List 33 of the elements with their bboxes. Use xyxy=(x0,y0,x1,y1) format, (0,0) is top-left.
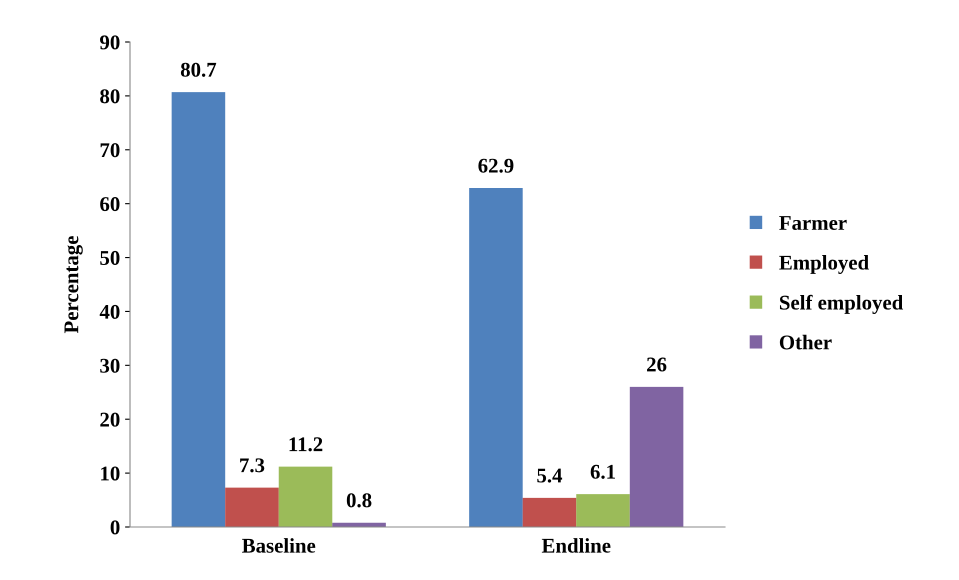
y-tick-label: 40 xyxy=(100,304,120,319)
legend-label: Employed xyxy=(779,255,869,274)
legend-label: Self employed xyxy=(780,294,904,314)
bar xyxy=(172,92,226,527)
bar xyxy=(630,386,684,527)
data-label: 11.2 xyxy=(290,437,322,452)
y-tick-label: 70 xyxy=(100,143,120,158)
y-tick-label: 0 xyxy=(110,520,120,534)
bar xyxy=(278,466,332,527)
y-tick-label: 90 xyxy=(100,35,120,50)
y-tick-label: 50 xyxy=(100,250,120,265)
y-tick-label: 10 xyxy=(101,466,120,481)
data-label: 80.7 xyxy=(180,62,216,77)
y-tick-label: 20 xyxy=(100,412,120,427)
legend-label: Other xyxy=(780,334,832,350)
data-label: 26 xyxy=(647,358,666,372)
y-axis-title: Percentage xyxy=(64,236,83,334)
legend-label: Farmer xyxy=(779,216,847,230)
data-label: 5.4 xyxy=(537,468,562,483)
data-label: 6.1 xyxy=(590,464,615,479)
bar xyxy=(522,498,576,527)
x-tick-label: Baseline xyxy=(242,538,316,553)
data-label: 0.8 xyxy=(346,493,372,508)
x-tick-label: Endline xyxy=(542,538,610,553)
y-tick-label: 30 xyxy=(100,358,120,373)
bar xyxy=(576,494,630,527)
data-label: 62.9 xyxy=(478,158,514,173)
data-label: 7.3 xyxy=(240,458,264,472)
y-tick-label: 80 xyxy=(100,89,120,104)
y-tick-label: 60 xyxy=(100,197,120,212)
bar xyxy=(225,488,279,527)
bar xyxy=(332,522,386,527)
bar xyxy=(469,188,523,527)
